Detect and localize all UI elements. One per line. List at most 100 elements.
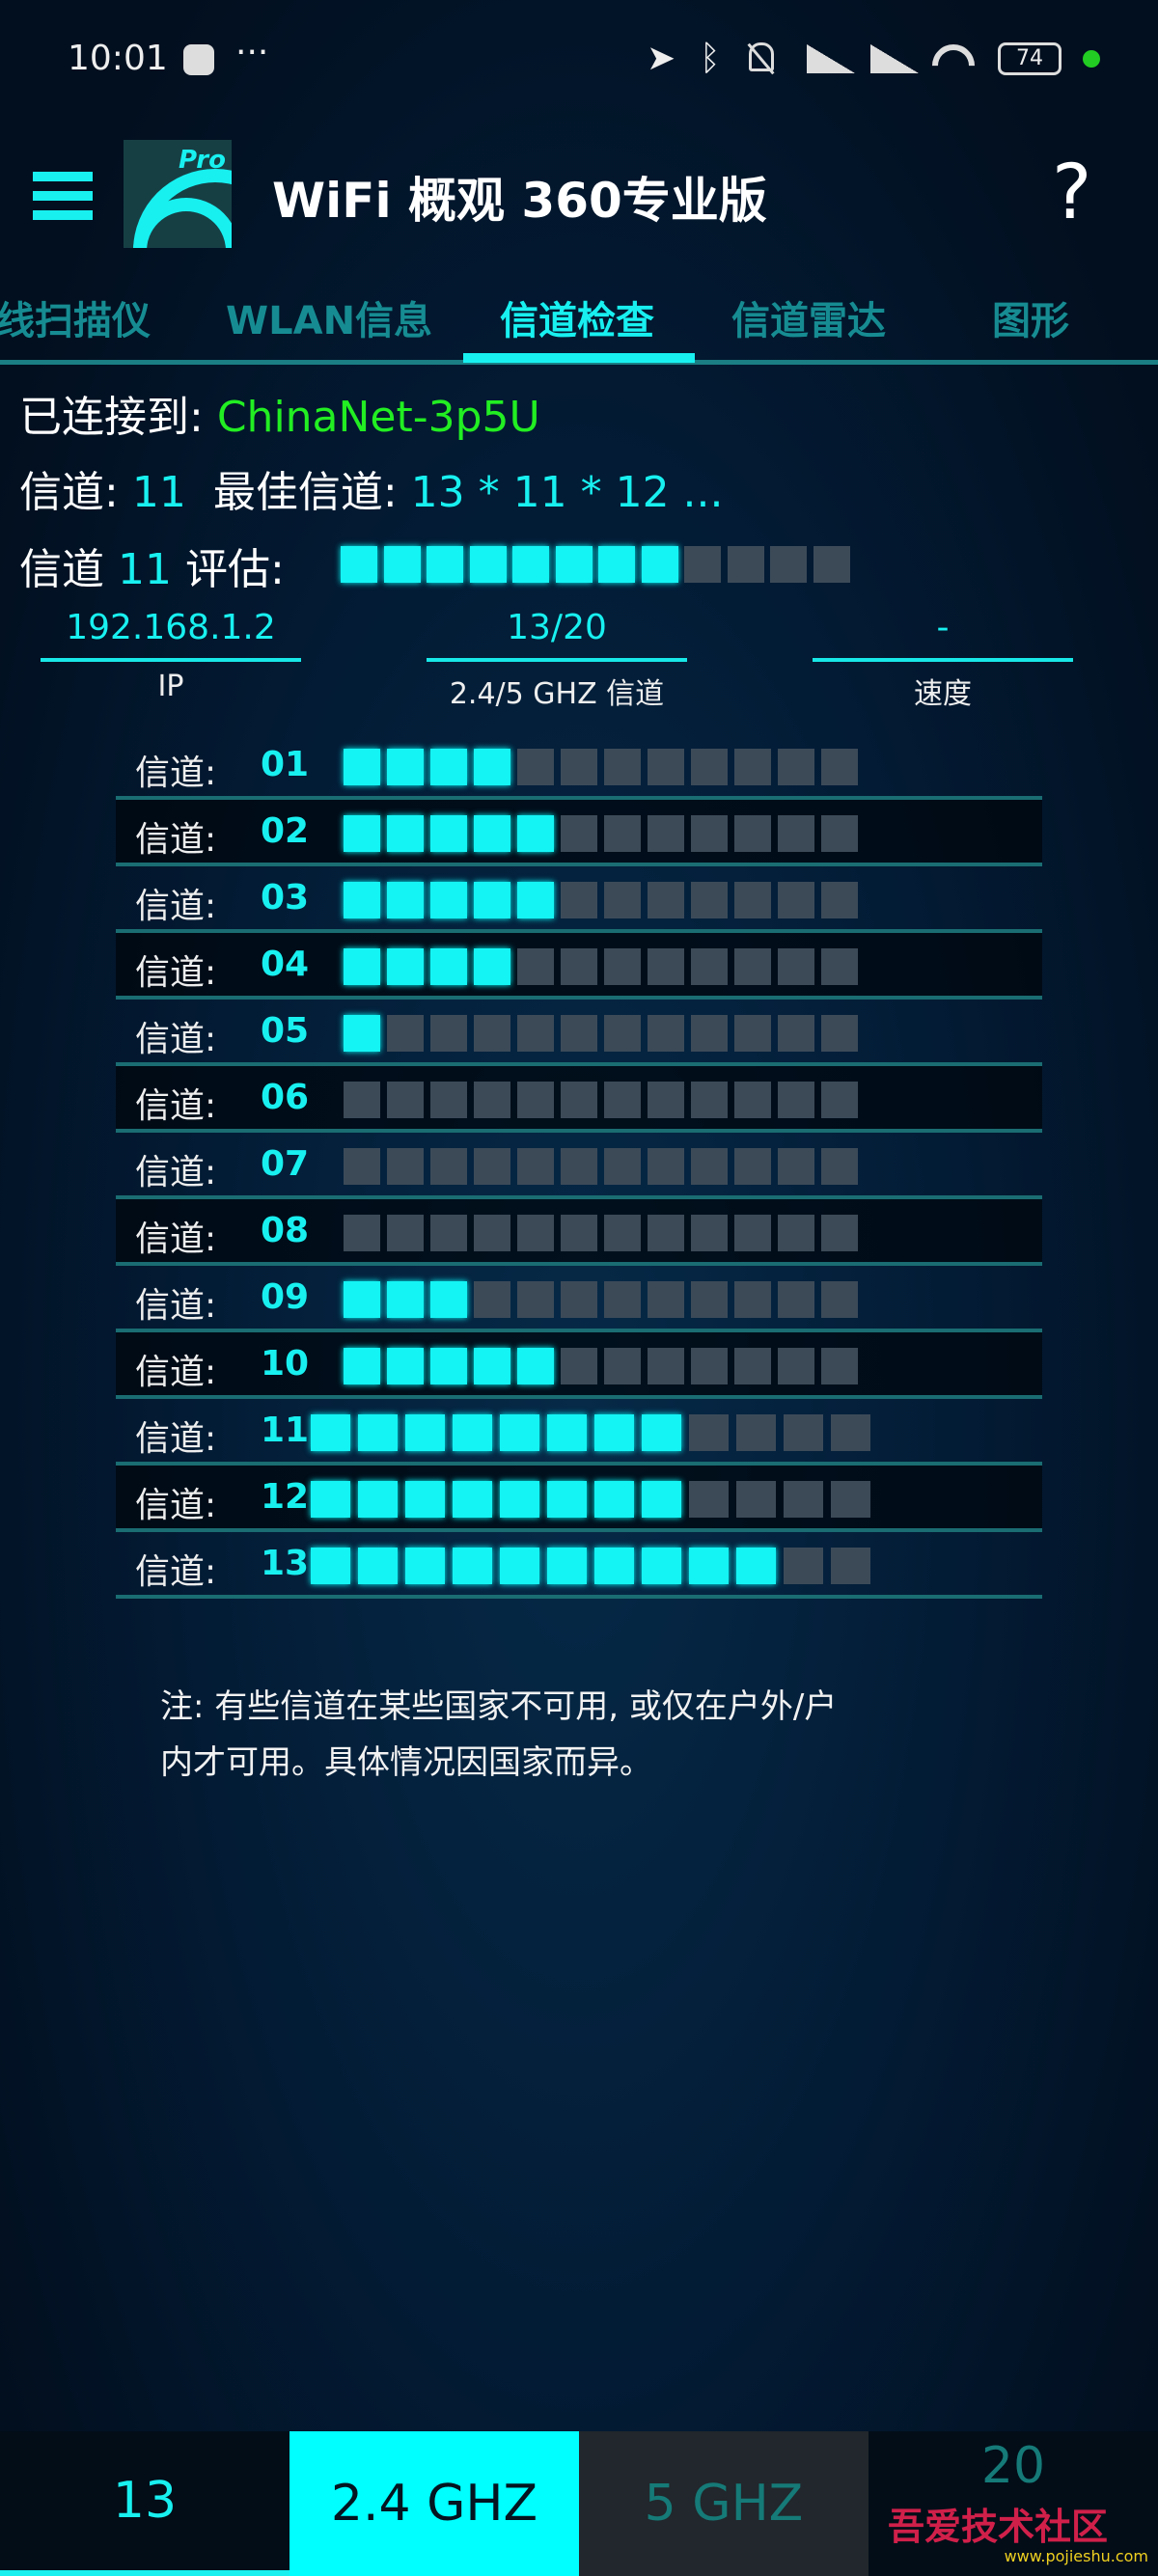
level-bar-filled bbox=[358, 1481, 398, 1518]
level-bar-empty bbox=[648, 1281, 684, 1318]
level-bar-filled bbox=[555, 546, 593, 583]
channel-row-label: 信道: bbox=[135, 1552, 217, 1592]
channel-row-number: 02 bbox=[261, 811, 310, 851]
band-2-4ghz-button[interactable]: 2.4 GHZ bbox=[290, 2431, 579, 2576]
connected-label: 已连接到: bbox=[19, 393, 204, 442]
channel-row: 信道: 07 bbox=[116, 1133, 1042, 1199]
level-bar-empty bbox=[604, 882, 641, 918]
level-bar-empty bbox=[474, 1215, 510, 1251]
channel-row-label: 信道: bbox=[135, 1153, 217, 1192]
channel-level-meter bbox=[344, 1148, 865, 1185]
app-title: WiFi 概观 360专业版 bbox=[272, 173, 767, 229]
tab-line-scanner[interactable]: 线扫描仪 bbox=[0, 299, 151, 343]
level-bar-empty bbox=[430, 1015, 467, 1052]
level-bar-filled bbox=[641, 546, 678, 583]
rating-line: 信道 11 评估: bbox=[19, 534, 285, 596]
level-bar-empty bbox=[648, 1215, 684, 1251]
channel-label: 信道: bbox=[19, 468, 119, 517]
tab-channel-check[interactable]: 信道检查 bbox=[500, 299, 654, 343]
level-bar-empty bbox=[734, 1082, 771, 1118]
channel-row-number: 05 bbox=[261, 1011, 310, 1051]
level-bar-empty bbox=[517, 1082, 554, 1118]
level-bar-empty bbox=[821, 1015, 858, 1052]
level-bar-empty bbox=[831, 1481, 870, 1518]
level-bar-empty bbox=[778, 1348, 814, 1384]
channel-row: 信道: 05 bbox=[116, 1000, 1042, 1066]
level-bar-empty bbox=[648, 815, 684, 852]
level-bar-empty bbox=[517, 948, 554, 985]
channel-row-label: 信道: bbox=[135, 887, 217, 926]
level-bar-filled bbox=[344, 882, 380, 918]
level-bar-empty bbox=[734, 815, 771, 852]
level-bar-filled bbox=[387, 882, 424, 918]
help-button[interactable]: ? bbox=[1052, 150, 1092, 236]
channel-level-meter bbox=[344, 882, 865, 918]
level-bar-empty bbox=[778, 882, 814, 918]
tab-wlan-info[interactable]: WLAN信息 bbox=[226, 299, 433, 343]
channel-row: 信道: 10 bbox=[116, 1332, 1042, 1399]
level-bar-filled bbox=[642, 1548, 681, 1584]
level-bar-empty bbox=[778, 1015, 814, 1052]
note-line-1: 注: 有些信道在某些国家不可用, 或仅在户外/户 bbox=[160, 1687, 838, 1726]
level-bar-filled bbox=[387, 749, 424, 785]
level-bar-empty bbox=[604, 749, 641, 785]
bluetooth-icon: ᛒ bbox=[700, 39, 721, 78]
level-bar-empty bbox=[691, 1148, 728, 1185]
tab-indicator bbox=[463, 353, 695, 363]
level-bar-empty bbox=[561, 948, 597, 985]
mute-icon bbox=[747, 42, 775, 75]
level-bar-empty bbox=[691, 1082, 728, 1118]
tab-channel-radar[interactable]: 信道雷达 bbox=[731, 299, 886, 343]
level-bar-empty bbox=[691, 1348, 728, 1384]
level-bar-empty bbox=[778, 1148, 814, 1185]
note: 注: 有些信道在某些国家不可用, 或仅在户外/户 内才可用。具体情况因国家而异。 bbox=[160, 1679, 837, 1791]
level-bar-filled bbox=[453, 1481, 492, 1518]
level-bar-empty bbox=[821, 882, 858, 918]
level-bar-empty bbox=[648, 1015, 684, 1052]
channel-row: 信道: 13 bbox=[116, 1532, 1042, 1599]
wifi-icon bbox=[923, 35, 984, 96]
camera-indicator-icon bbox=[1083, 50, 1100, 68]
level-bar-filled bbox=[453, 1414, 492, 1451]
level-bar-empty bbox=[734, 1281, 771, 1318]
level-bar-empty bbox=[648, 749, 684, 785]
level-bar-empty bbox=[784, 1481, 823, 1518]
level-bar-empty bbox=[474, 1281, 510, 1318]
watermark-url: www.pojieshu.com bbox=[1004, 2547, 1148, 2565]
channel-level-meter bbox=[344, 1281, 865, 1318]
watermark-logo: 吾爱技术社区 www.pojieshu.com bbox=[888, 2507, 1148, 2566]
channel-level-meter bbox=[344, 1082, 865, 1118]
level-bar-empty bbox=[430, 1082, 467, 1118]
level-bar-filled bbox=[358, 1548, 398, 1584]
level-bar-empty bbox=[778, 749, 814, 785]
channel-level-meter bbox=[344, 749, 865, 785]
signal-icon bbox=[807, 44, 855, 73]
level-bar-filled bbox=[344, 749, 380, 785]
level-bar-empty bbox=[821, 815, 858, 852]
level-bar-empty bbox=[517, 1281, 554, 1318]
channel-count-5ghz-button[interactable]: 20 bbox=[868, 2431, 1158, 2576]
channel-count-button[interactable]: 13 bbox=[0, 2431, 290, 2576]
level-bar-empty bbox=[517, 1215, 554, 1251]
level-bar-filled bbox=[512, 546, 549, 583]
band-5ghz-button[interactable]: 5 GHZ bbox=[579, 2431, 868, 2576]
channel-row-number: 12 bbox=[261, 1477, 310, 1517]
level-bar-empty bbox=[561, 749, 597, 785]
level-bar-filled bbox=[430, 815, 467, 852]
level-bar-filled bbox=[474, 1348, 510, 1384]
menu-icon[interactable] bbox=[33, 172, 93, 220]
channel-row-label: 信道: bbox=[135, 953, 217, 993]
level-bar-filled bbox=[341, 546, 377, 583]
level-bar-empty bbox=[648, 948, 684, 985]
level-bar-empty bbox=[648, 1082, 684, 1118]
level-bar-empty bbox=[784, 1414, 823, 1451]
level-bar-empty bbox=[561, 882, 597, 918]
stat-value: 192.168.1.2 bbox=[66, 608, 276, 647]
channel-row: 信道: 01 bbox=[116, 733, 1042, 800]
level-bar-filled bbox=[344, 1015, 380, 1052]
channel-row-label: 信道: bbox=[135, 1020, 217, 1059]
tab-graph[interactable]: 图形 bbox=[992, 299, 1069, 343]
level-bar-empty bbox=[604, 815, 641, 852]
channel-row: 信道: 06 bbox=[116, 1066, 1042, 1133]
channel-row-number: 07 bbox=[261, 1144, 310, 1184]
